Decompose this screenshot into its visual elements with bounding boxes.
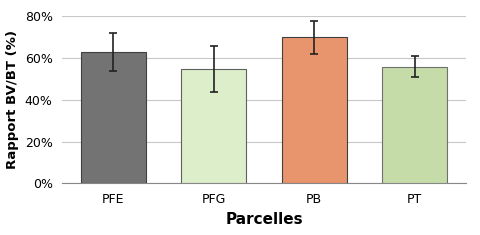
X-axis label: Parcelles: Parcelles [225,212,303,227]
Bar [181,69,246,183]
Bar [382,67,447,183]
Y-axis label: Rapport BV/BT (%): Rapport BV/BT (%) [6,30,19,169]
Bar [282,37,347,183]
Bar [81,52,146,183]
